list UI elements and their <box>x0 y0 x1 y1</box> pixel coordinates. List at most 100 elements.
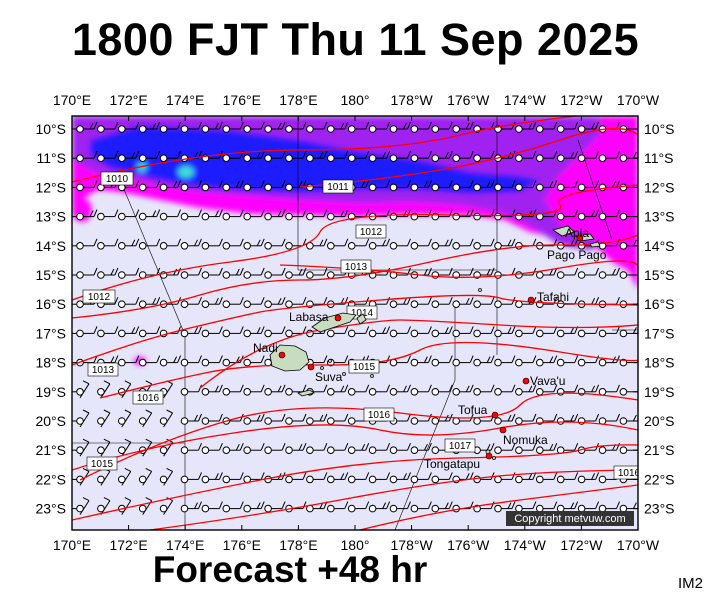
wind-barb <box>285 209 307 221</box>
savaii-island <box>552 225 575 237</box>
svg-text:1016: 1016 <box>618 468 641 479</box>
lat-tick-label: 12°S <box>644 179 675 195</box>
isobar-label: 1013 <box>87 362 119 377</box>
isobar-line <box>72 234 638 319</box>
wind-barb <box>97 438 111 457</box>
isobar-label: 1015 <box>348 359 380 374</box>
wind-barb <box>76 121 98 133</box>
wind-barb <box>243 209 265 221</box>
wind-barb <box>452 326 474 338</box>
wind-barb <box>452 151 474 162</box>
wind-barb <box>410 413 432 425</box>
wind-barb <box>494 355 516 367</box>
wind-barb <box>473 443 495 455</box>
wind-barb <box>76 326 98 338</box>
wind-barb <box>243 413 265 425</box>
wind-barb <box>243 121 265 133</box>
wind-barb <box>452 180 474 192</box>
wind-barb <box>243 443 265 455</box>
rain-heavy-core <box>90 125 540 194</box>
isobars <box>72 116 638 530</box>
wind-barb <box>201 413 223 425</box>
wind-barb <box>306 238 328 250</box>
lat-tick-label: 20°S <box>644 413 675 429</box>
wind-barb <box>327 472 349 484</box>
wind-barb <box>264 297 286 309</box>
wind-barb <box>410 501 432 513</box>
wind-barb <box>306 151 328 162</box>
isobar-labels: 1010 1011 1012 1012 1013 1013 1014 1015 … <box>82 171 641 480</box>
wind-barb <box>389 151 411 162</box>
wind-barb <box>118 409 132 428</box>
svg-text:1015: 1015 <box>91 459 114 470</box>
svg-text:1012: 1012 <box>88 292 111 303</box>
wind-barb <box>180 326 202 338</box>
wind-barb <box>222 326 244 338</box>
wind-barb <box>494 443 516 455</box>
wind-barb <box>431 384 453 396</box>
wind-barb <box>431 151 453 162</box>
wind-barb <box>598 501 620 513</box>
isobar-label: 1017 <box>444 438 476 453</box>
wind-barb <box>97 209 119 221</box>
wind-barb <box>222 384 244 396</box>
wind-barb <box>410 238 432 250</box>
wind-barb <box>180 472 202 484</box>
wind-barb <box>347 472 370 484</box>
lon-tick-label: 176°E <box>223 92 261 108</box>
wind-barb <box>222 267 244 279</box>
wind-barb <box>389 443 411 455</box>
wind-barb <box>118 438 132 457</box>
wind-barb <box>222 180 244 192</box>
lat-tick-label: 16°S <box>644 296 675 312</box>
wind-barb <box>368 384 391 396</box>
wind-barb <box>389 121 411 133</box>
lon-tick-label: 180° <box>341 92 370 108</box>
wind-barb <box>494 151 516 162</box>
lon-tick-label: 178°E <box>279 537 317 553</box>
wind-barb <box>473 355 495 367</box>
wind-barb <box>515 238 537 250</box>
svg-text:1016: 1016 <box>137 393 160 404</box>
town-marker-tongatapu <box>485 452 493 460</box>
lat-tick-label: 12°S <box>35 179 66 195</box>
wind-barb <box>138 238 161 250</box>
wind-barb <box>201 443 223 455</box>
town-marker-tofua <box>491 411 499 419</box>
wind-barb <box>473 151 495 162</box>
wind-barb <box>598 267 620 279</box>
lat-tick-label: 22°S <box>35 471 66 487</box>
wind-barb <box>577 355 600 367</box>
wind-barb <box>494 501 516 513</box>
isobar-line <box>72 184 638 301</box>
isobar-line <box>199 319 638 389</box>
wind-barb <box>180 180 202 192</box>
lat-tick-label: 13°S <box>35 209 66 225</box>
wind-barb <box>389 180 411 192</box>
wind-barb <box>327 501 349 513</box>
lat-tick-label: 17°S <box>35 325 66 341</box>
svg-text:1013: 1013 <box>345 262 368 273</box>
wind-barb <box>180 384 202 396</box>
wind-barb <box>577 267 600 279</box>
svg-text:1013: 1013 <box>92 365 115 376</box>
place-label: Apia <box>565 226 589 240</box>
wind-barb <box>138 121 161 133</box>
wind-barb <box>494 472 516 484</box>
wind-barb <box>410 121 432 133</box>
wind-barb <box>410 384 432 396</box>
forecast-label: Forecast +48 hr <box>152 549 428 590</box>
town-marker-nomuka <box>499 426 507 434</box>
wind-barb <box>494 384 516 396</box>
wind-barb <box>285 326 307 338</box>
wind-barb <box>243 238 265 250</box>
wind-barb <box>264 238 286 250</box>
lon-tick-label: 180° <box>341 537 370 553</box>
place-label: Tafahi <box>537 290 569 304</box>
lat-tick-label: 18°S <box>644 355 675 371</box>
wind-barb <box>264 326 286 338</box>
wind-barb <box>556 151 579 162</box>
wind-barb <box>473 238 495 250</box>
wind-barb <box>452 384 474 396</box>
wind-barb <box>494 238 516 250</box>
